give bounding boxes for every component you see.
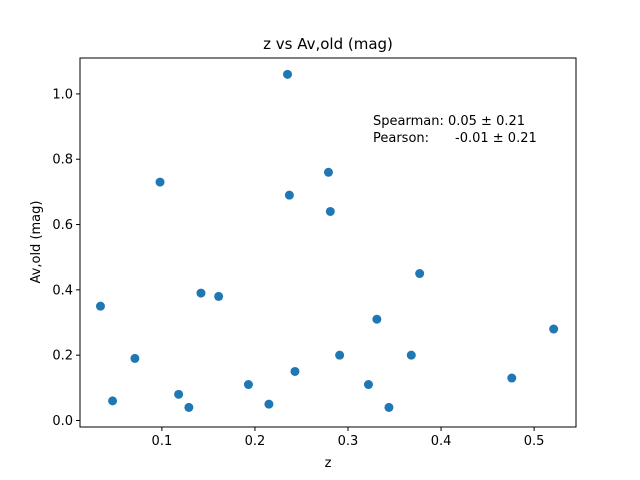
data-point (284, 190, 294, 200)
y-axis: 0.0 0.2 0.4 0.6 0.8 1.0 (52, 87, 80, 429)
data-point (243, 380, 253, 390)
y-tick-label: 0.8 (52, 153, 73, 168)
x-axis-label: z (325, 456, 332, 471)
y-tick-label: 0.0 (52, 414, 73, 429)
y-tick-label: 0.2 (52, 349, 73, 364)
y-axis-label: Av,old (mag) (29, 201, 44, 284)
chart-title: z vs Av,old (mag) (263, 35, 393, 53)
data-point (108, 396, 118, 406)
x-tick-label: 0.1 (152, 434, 173, 449)
data-point (507, 373, 517, 383)
data-point (130, 353, 140, 363)
data-point (363, 380, 373, 390)
data-point (184, 402, 194, 412)
x-tick-label: 0.2 (245, 434, 266, 449)
data-point (214, 291, 224, 301)
data-point (290, 366, 300, 376)
spearman-annotation: Spearman: 0.05 ± 0.21 (373, 114, 525, 129)
data-point (264, 399, 274, 409)
y-tick-label: 0.4 (52, 283, 73, 298)
y-tick-label: 1.0 (52, 87, 73, 102)
data-point (155, 177, 165, 187)
data-point (415, 269, 425, 279)
x-tick-label: 0.5 (524, 434, 545, 449)
data-points (95, 69, 559, 412)
data-point (406, 350, 416, 360)
data-point (283, 69, 293, 79)
data-point (549, 324, 559, 334)
x-tick-label: 0.4 (431, 434, 452, 449)
pearson-value: -0.01 ± 0.21 (455, 131, 537, 146)
data-point (335, 350, 345, 360)
x-tick-label: 0.3 (338, 434, 359, 449)
plot-area (79, 57, 577, 428)
x-axis: 0.1 0.2 0.3 0.4 0.5 (152, 427, 545, 449)
data-point (384, 402, 394, 412)
y-tick-label: 0.6 (52, 218, 73, 233)
pearson-label: Pearson: (373, 131, 429, 146)
data-point (174, 389, 184, 399)
data-point (325, 206, 335, 216)
data-point (95, 301, 105, 311)
data-point (323, 167, 333, 177)
data-point (196, 288, 206, 298)
data-point (372, 314, 382, 324)
